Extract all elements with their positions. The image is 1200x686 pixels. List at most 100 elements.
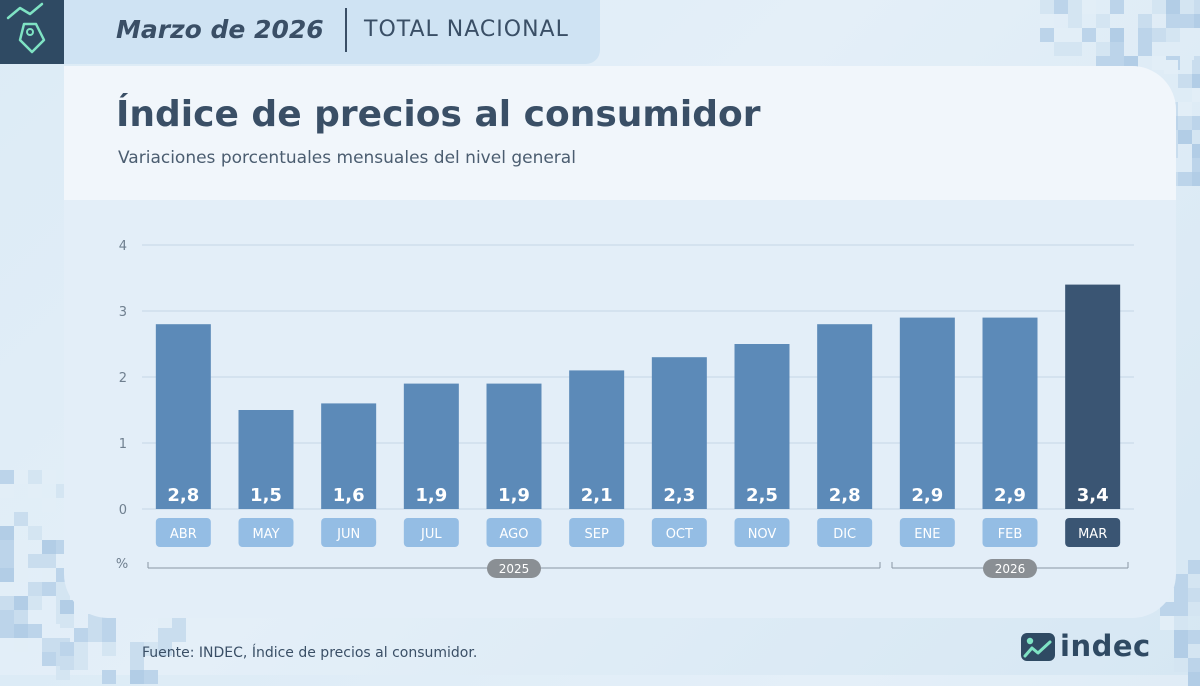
mosaic-square [42,568,56,582]
mosaic-square [1054,0,1068,14]
category-chip [734,518,790,547]
mosaic-square [28,596,42,610]
mosaic-square [60,642,74,656]
mosaic-square [0,554,14,568]
mosaic-square [1192,60,1200,74]
y-tick-label: 0 [119,503,127,518]
category-chip [238,518,294,547]
category-chip [817,518,873,547]
x-tick-label: DIC [833,527,856,542]
mosaic-square [0,470,14,484]
year-badge [487,559,541,578]
mosaic-square [1040,14,1054,28]
category-chip [155,518,211,547]
mosaic-square [14,554,28,568]
mosaic-square [1188,644,1200,658]
mosaic-square [42,652,56,666]
category-chip [321,518,377,547]
mosaic-square [1174,588,1188,602]
mosaic-square [1188,630,1200,644]
mosaic-square [1068,28,1082,42]
mosaic-square [1082,28,1096,42]
mosaic-square [1192,130,1200,144]
bar-value-label: 2,9 [911,485,943,506]
mosaic-square [14,610,28,624]
category-chip [486,518,542,547]
mosaic-square [14,596,28,610]
header-scope: TOTAL NACIONAL [364,17,569,42]
mosaic-square [1054,28,1068,42]
card-header [64,66,1176,200]
x-tick-label: JUN [336,527,360,542]
mosaic-square [42,582,56,596]
mosaic-square [88,614,102,628]
bar [321,403,377,509]
mosaic-square [1188,560,1200,574]
mosaic-square [0,540,14,554]
mosaic-square [1174,616,1188,630]
mosaic-square [0,596,14,610]
bar-value-label: 2,1 [581,485,613,506]
mosaic-square [1178,116,1192,130]
mosaic-square [42,498,56,512]
mosaic-square [1178,130,1192,144]
mosaic-square [1138,42,1152,56]
x-tick-label: OCT [666,527,693,542]
mosaic-square [1188,574,1200,588]
mosaic-square [172,628,186,642]
mosaic-square [1188,658,1200,672]
mosaic-square [158,642,172,656]
mosaic-square [14,638,28,652]
unit-label: % [116,557,128,572]
year-badge-label: 2025 [499,562,530,576]
mosaic-square [1068,0,1082,14]
mosaic-square [42,554,56,568]
category-chip [651,518,707,547]
category-chip [1065,518,1121,547]
mosaic-square [1194,14,1200,28]
mosaic-square [74,628,88,642]
mosaic-square [1054,42,1068,56]
bar-value-label: 2,5 [746,485,778,506]
corner-logo-tile [0,0,64,64]
mosaic-square [60,614,74,628]
mosaic-square [0,526,14,540]
mosaic-square [1178,74,1192,88]
category-chip [569,518,625,547]
bar [486,383,542,509]
y-tick-label: 2 [119,371,127,386]
mosaic-square [130,642,144,656]
bar [817,324,873,509]
x-tick-label: MAR [1078,527,1107,542]
category-chip [403,518,459,547]
indec-logo-icon [1021,633,1055,661]
mosaic-square [1068,14,1082,28]
y-tick-label: 3 [119,305,127,320]
mosaic-square [1192,88,1200,102]
bar-value-label: 1,5 [250,485,282,506]
bar-value-label: 2,9 [994,485,1026,506]
mosaic-square [1178,102,1192,116]
mosaic-square [1096,14,1110,28]
mosaic-square [1180,14,1194,28]
mosaic-square [1174,574,1188,588]
source-note: Fuente: INDEC, Índice de precios al cons… [142,645,478,661]
page-title: Índice de precios al consumidor [116,94,761,135]
brand-logo: indec [1020,629,1150,668]
mosaic-square [1152,0,1166,14]
mosaic-square [1110,42,1124,56]
mosaic-square [1082,0,1096,14]
mosaic-square [144,642,158,656]
bar-value-label: 2,8 [829,485,861,506]
mosaic-square [28,526,42,540]
mosaic-square [1174,630,1188,644]
bar-value-label: 1,9 [498,485,530,506]
mosaic-square [42,470,56,484]
mosaic-square [28,554,42,568]
mosaic-square [1166,14,1180,28]
mosaic-square [28,624,42,638]
mosaic-square [1192,158,1200,172]
x-tick-label: MAY [252,527,279,542]
mosaic-square [14,624,28,638]
category-chip [899,518,955,547]
